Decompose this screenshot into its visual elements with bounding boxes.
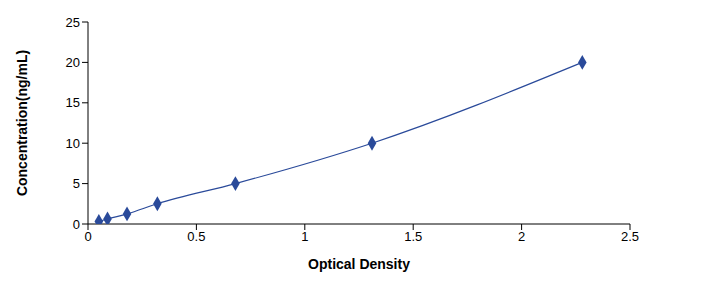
svg-text:5: 5 — [73, 176, 80, 191]
svg-text:2: 2 — [518, 229, 525, 244]
svg-text:0: 0 — [73, 217, 80, 232]
svg-text:2.5: 2.5 — [621, 229, 639, 244]
svg-text:1.5: 1.5 — [404, 229, 422, 244]
svg-text:10: 10 — [66, 136, 80, 151]
svg-text:0: 0 — [84, 229, 91, 244]
svg-text:20: 20 — [66, 55, 80, 70]
svg-text:1: 1 — [301, 229, 308, 244]
svg-text:Concentration(ng/mL): Concentration(ng/mL) — [14, 50, 30, 196]
svg-text:0.5: 0.5 — [187, 229, 205, 244]
svg-text:25: 25 — [66, 15, 80, 30]
svg-text:Optical Density: Optical Density — [308, 256, 410, 272]
svg-text:15: 15 — [66, 95, 80, 110]
